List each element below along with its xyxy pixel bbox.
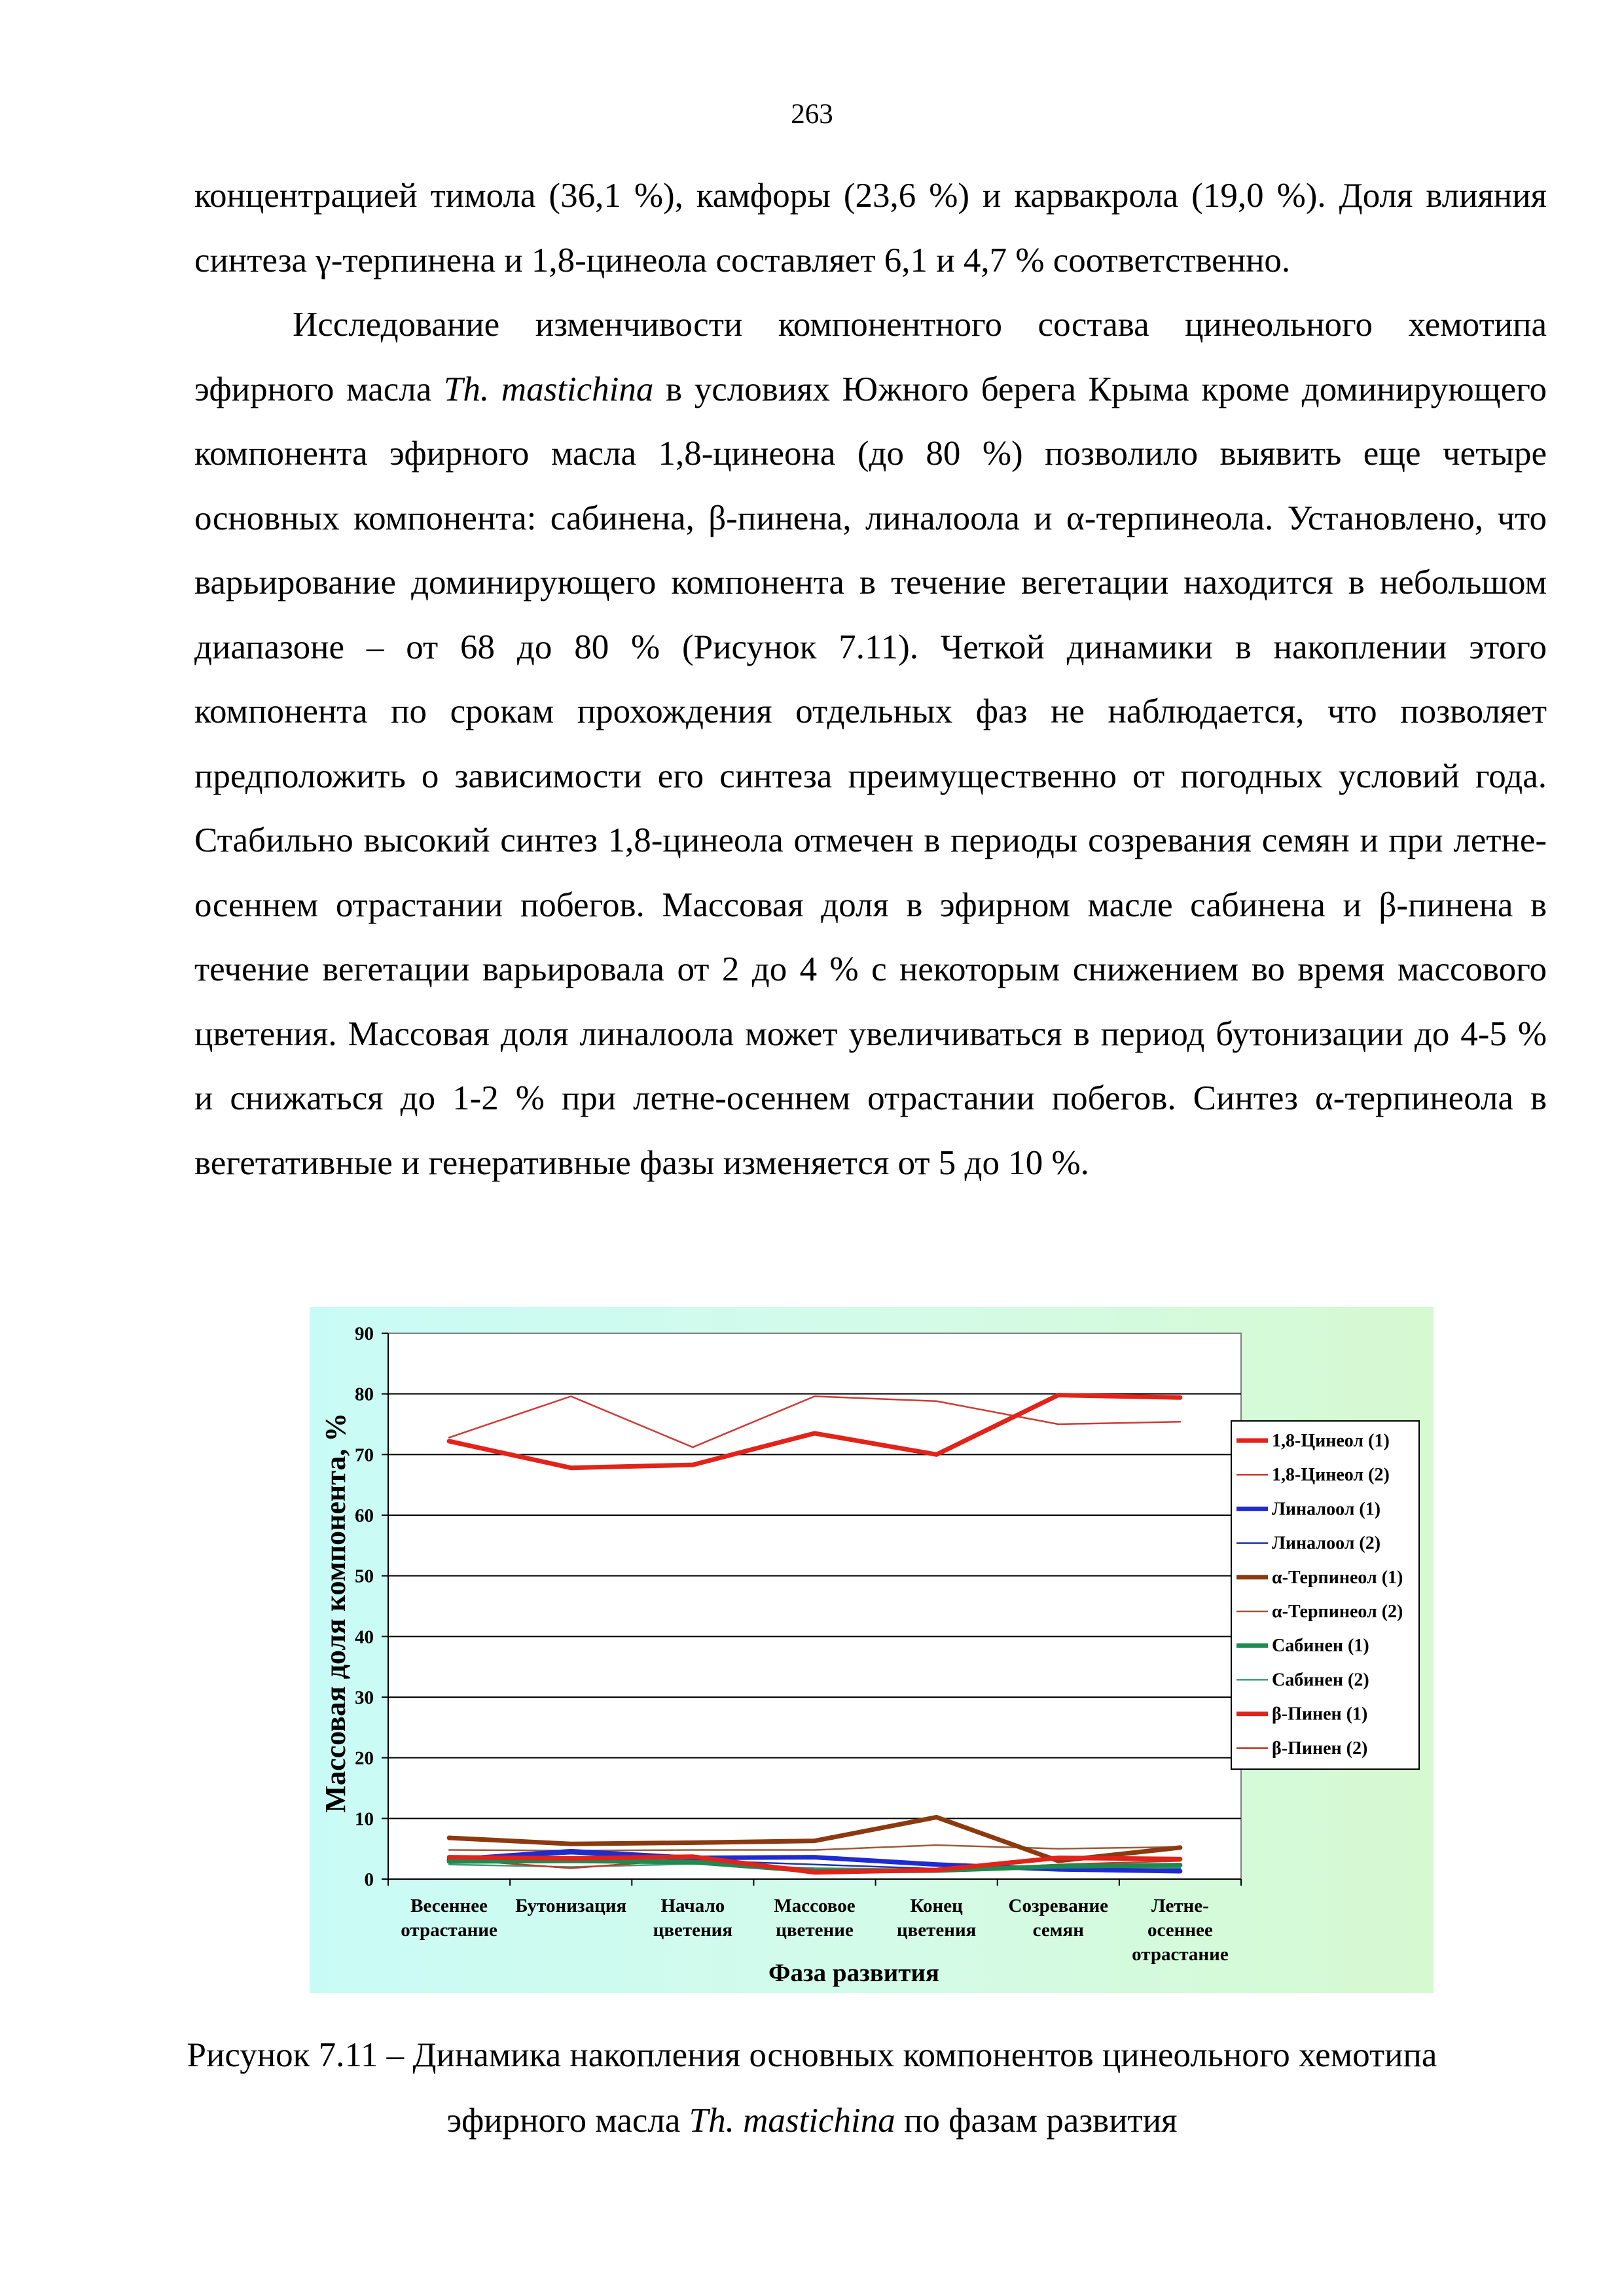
- y-tick-label: 20: [355, 1748, 374, 1769]
- x-tick-label-line: Начало: [660, 1895, 725, 1916]
- x-tick-label-line: цветение: [776, 1920, 854, 1941]
- x-tick-label: Созревание семян: [1009, 1895, 1109, 1941]
- x-tick-label: Массовое цветение: [774, 1895, 855, 1941]
- x-tick-label-line: осеннее: [1147, 1920, 1213, 1941]
- x-tick-label-line: Массовое: [774, 1895, 855, 1916]
- legend-label: Сабинен (1): [1272, 1636, 1369, 1656]
- figure-7-11: 0 10 20 30 40 50 60 70 80 90 Весеннее отрастание Бут…: [310, 1307, 1434, 1993]
- y-tick-label: 0: [365, 1869, 374, 1890]
- x-tick-label-line: Бутонизация: [515, 1895, 626, 1916]
- x-tick-label-line: Летне-: [1151, 1895, 1209, 1916]
- x-tick-label-line: отрастание: [401, 1920, 497, 1941]
- legend-label: α-Терпинеол (2): [1272, 1602, 1403, 1622]
- y-tick-label: 70: [355, 1444, 374, 1465]
- caption-line-1: Рисунок 7.11 – Динамика накопления основ…: [187, 2036, 1437, 2074]
- x-tick-label-line: отрастание: [1132, 1944, 1229, 1965]
- paragraph-text: в условиях Южного берега Крыма кроме дом…: [194, 370, 1547, 1182]
- x-tick-label-line: семян: [1033, 1920, 1084, 1941]
- y-tick-label: 40: [355, 1626, 374, 1647]
- body-text: концентрацией тимола (36,1 %), камфоры (…: [194, 164, 1547, 1195]
- legend-label: β-Пинен (2): [1272, 1738, 1367, 1759]
- legend-label: Линалоол (1): [1272, 1499, 1380, 1519]
- x-tick-label: Летне-осеннее отрастание: [1132, 1895, 1229, 1965]
- legend-box: [1231, 1420, 1420, 1770]
- page-number: 263: [791, 99, 833, 130]
- paragraph: Исследование изменчивости компонентного …: [194, 293, 1547, 1195]
- caption-line-2: эфирного масла Th. mastichina по фазам р…: [0, 2088, 1624, 2153]
- x-tick-label-line: Весеннее: [410, 1895, 488, 1916]
- caption-line-2-species: Th. mastichina: [689, 2102, 895, 2140]
- x-tick-label-line: цветения: [653, 1920, 732, 1941]
- legend-label: β-Пинен (1): [1272, 1704, 1367, 1725]
- y-tick-label: 80: [355, 1384, 374, 1405]
- x-tick-label-line: Конец: [910, 1895, 963, 1916]
- y-tick-label: 50: [355, 1566, 374, 1587]
- series-line: [446, 1393, 1183, 1471]
- series-line: [446, 1848, 1183, 1874]
- y-tick-label: 60: [355, 1505, 374, 1526]
- species-name: Th. mastichina: [443, 370, 654, 408]
- caption-line-2-suffix: по фазам развития: [895, 2102, 1178, 2140]
- x-tick-label-line: Созревание: [1009, 1895, 1109, 1916]
- legend-label: 1,8-Цинеол (1): [1272, 1431, 1390, 1451]
- paragraph: концентрацией тимола (36,1 %), камфоры (…: [194, 164, 1547, 293]
- series-line: [446, 1814, 1183, 1863]
- caption-line-2-prefix: эфирного масла: [446, 2102, 689, 2140]
- y-axis-title: Массовая доля компонента, %: [319, 1413, 352, 1813]
- x-tick-label-line: цветения: [897, 1920, 976, 1941]
- x-tick-label: Начало цветения: [653, 1895, 732, 1941]
- y-tick-label: 90: [355, 1323, 374, 1344]
- series-line: [446, 1854, 1183, 1875]
- legend-label: Сабинен (2): [1272, 1670, 1369, 1690]
- paragraph-text: Исследование изменчивости компонентного …: [194, 306, 1547, 408]
- paragraph-text: концентрацией тимола (36,1 %), камфоры (…: [194, 177, 1547, 279]
- legend-label: α-Терпинеол (1): [1272, 1568, 1403, 1588]
- line-chart: 0 10 20 30 40 50 60 70 80 90 Весеннее отрастание Бут…: [310, 1307, 1434, 1993]
- x-tick-label: Бутонизация: [515, 1895, 626, 1916]
- legend-label: 1,8-Цинеол (2): [1272, 1465, 1390, 1485]
- y-tick-label: 30: [355, 1687, 374, 1708]
- x-tick-label: Весеннее отрастание: [401, 1895, 497, 1941]
- x-axis-title: Фаза развития: [768, 1959, 939, 1987]
- y-tick-label: 10: [355, 1808, 374, 1829]
- x-tick-label: Конец цветения: [897, 1895, 976, 1941]
- series-line: [448, 1395, 1182, 1448]
- legend-label: Линалоол (2): [1272, 1534, 1380, 1554]
- figure-caption: Рисунок 7.11 – Динамика накопления основ…: [0, 2022, 1624, 2153]
